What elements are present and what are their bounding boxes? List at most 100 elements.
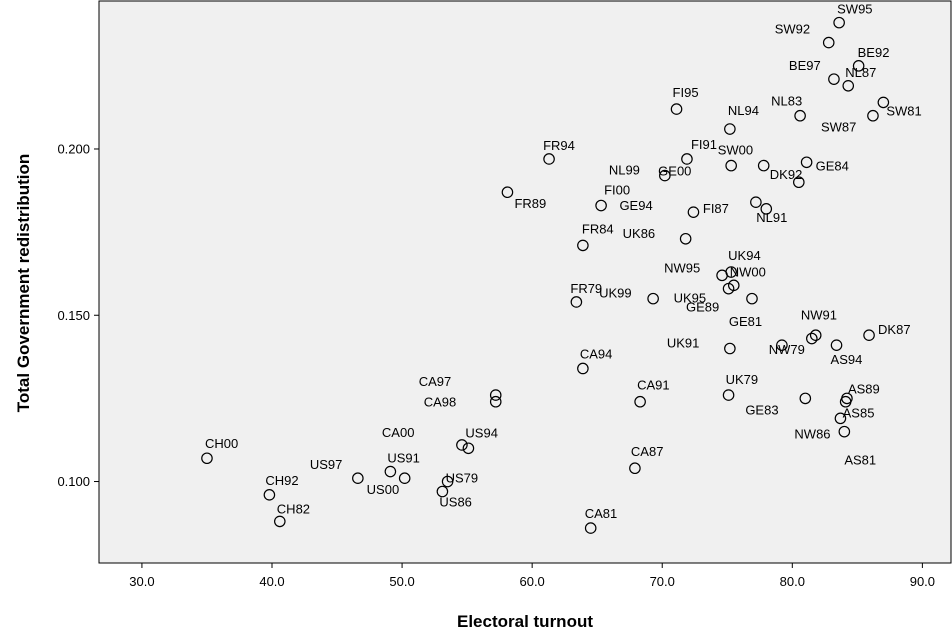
x-axis: 30.0 40.0 50.0 60.0 70.0 80.0 90.0 — [129, 563, 935, 589]
x-tick-label: 90.0 — [910, 574, 935, 589]
data-point-nw86 — [834, 412, 847, 425]
data-point-fr94 — [543, 153, 555, 165]
point-label-sw87: SW87 — [821, 120, 856, 135]
point-label-uk95: UK95 — [674, 291, 707, 306]
data-point-uk86 — [679, 232, 692, 245]
point-label-sw00: SW00 — [718, 143, 753, 158]
point-label-nw95: NW95 — [664, 260, 700, 275]
point-label-dk87: DK87 — [878, 322, 911, 337]
point-label-ch92: CH92 — [265, 473, 298, 488]
data-point-as81 — [838, 425, 851, 438]
data-point-fr84 — [577, 239, 589, 252]
data-point-uk94 — [725, 266, 737, 278]
point-label-as81: AS81 — [844, 453, 876, 468]
point-label-as85: AS85 — [843, 406, 875, 421]
point-label-ca00: CA00 — [382, 425, 415, 440]
data-point-us94 — [462, 442, 475, 455]
point-label-us79: US79 — [446, 471, 479, 486]
data-point-ge84 — [800, 156, 813, 169]
x-axis-title: Electoral turnout — [457, 612, 593, 631]
data-point-as85 — [839, 395, 852, 408]
point-label-us86: US86 — [439, 495, 472, 510]
point-label-ca81: CA81 — [585, 506, 618, 521]
point-label-fi00: FI00 — [604, 183, 630, 198]
data-point-sw92 — [822, 36, 835, 49]
point-label-ge94: GE94 — [619, 198, 652, 213]
data-point-us00 — [398, 472, 411, 485]
data-point-ch82 — [274, 515, 286, 528]
y-axis-title: Total Government redistribution — [14, 154, 33, 412]
point-label-nw86: NW86 — [794, 426, 830, 441]
point-label-nw00: NW00 — [730, 264, 766, 279]
x-tick-label: 30.0 — [129, 574, 154, 589]
data-point-dk87 — [863, 329, 875, 342]
data-point-ca98 — [489, 395, 502, 408]
plot-area — [98, 0, 952, 564]
point-label-be92: BE92 — [858, 45, 890, 60]
point-label-nl87: NL87 — [845, 65, 876, 80]
data-point-as94 — [830, 339, 843, 351]
data-point-fi95 — [670, 103, 683, 115]
y-tick-label: 0.200 — [57, 141, 90, 156]
point-label-nl83: NL83 — [771, 94, 802, 109]
data-point-ca91 — [634, 395, 646, 408]
data-point-nl91 — [760, 203, 773, 215]
point-label-be97: BE97 — [789, 58, 821, 73]
data-point-dk92 — [793, 176, 805, 189]
point-label-ch82: CH82 — [277, 501, 310, 516]
x-tick-label: 70.0 — [650, 574, 675, 589]
point-label-uk91: UK91 — [667, 336, 700, 351]
point-labels: SW95 SW92 BE92 BE97 NL87 SW81 NL83 SW87 FI95 NL94… — [205, 2, 922, 521]
point-label-ca97: CA97 — [419, 374, 452, 389]
point-label-ge89: GE89 — [686, 300, 719, 315]
data-point-nl94 — [724, 123, 736, 135]
data-point-ca00 — [456, 439, 468, 451]
data-point-sw00 — [757, 159, 770, 172]
data-point-ca94 — [577, 362, 589, 375]
data-point-ge81 — [776, 339, 788, 351]
data-points — [201, 16, 890, 534]
data-point-be92 — [852, 60, 865, 72]
data-point-sw95 — [833, 16, 845, 29]
point-label-ca94: CA94 — [580, 346, 613, 361]
point-label-fr89: FR89 — [514, 196, 546, 211]
point-label-ch00: CH00 — [205, 436, 238, 451]
point-label-uk99: UK99 — [599, 286, 632, 301]
point-label-uk86: UK86 — [623, 226, 656, 241]
data-point-nw00 — [727, 279, 740, 292]
point-label-ca87: CA87 — [631, 444, 664, 459]
x-tick-label: 80.0 — [780, 574, 805, 589]
data-point-us86 — [436, 485, 449, 498]
data-point-be97 — [828, 73, 840, 85]
data-point-fr79 — [570, 296, 583, 308]
point-label-ge83: GE83 — [745, 402, 778, 417]
data-point-nl87 — [842, 79, 855, 92]
point-label-fi87: FI87 — [703, 201, 729, 216]
data-point-nl83 — [794, 109, 806, 122]
y-tick-label: 0.150 — [57, 308, 90, 323]
point-label-nw91: NW91 — [801, 308, 837, 323]
data-point-fi00 — [595, 199, 607, 212]
data-point-ge83 — [799, 392, 812, 405]
data-point-sw81 — [877, 96, 890, 109]
data-point-us91 — [384, 465, 397, 478]
point-label-ca98: CA98 — [424, 395, 457, 410]
data-point-uk91 — [724, 342, 736, 355]
point-label-nl94: NL94 — [728, 103, 759, 118]
x-tick-label: 40.0 — [259, 574, 284, 589]
data-point-ca81 — [584, 522, 597, 534]
data-point-ca87 — [629, 462, 641, 475]
point-label-uk79: UK79 — [726, 372, 759, 387]
point-label-fr94: FR94 — [543, 138, 575, 153]
point-label-uk94: UK94 — [728, 248, 761, 263]
point-label-us91: US91 — [387, 451, 420, 466]
data-point-ge89 — [746, 292, 758, 305]
data-point-nw91 — [806, 332, 818, 345]
point-label-ge81: GE81 — [729, 314, 762, 329]
data-point-fi91 — [681, 153, 693, 165]
data-point-nl99 — [659, 169, 671, 182]
data-point-nw79 — [809, 329, 822, 342]
point-label-dk92: DK92 — [770, 167, 803, 182]
point-label-nl99: NL99 — [609, 163, 640, 178]
data-point-sw87 — [867, 109, 879, 122]
